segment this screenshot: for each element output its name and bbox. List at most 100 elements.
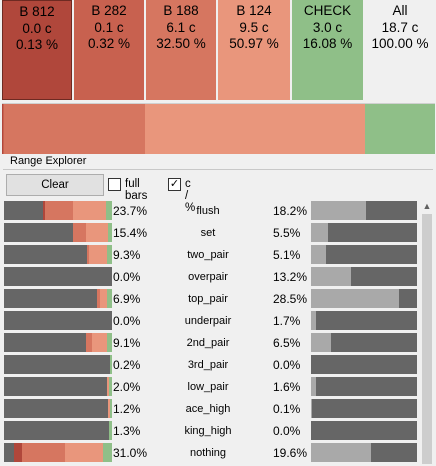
opponent-share-fill xyxy=(311,201,367,220)
opponent-share-fill xyxy=(311,377,317,396)
opponent-share-bar xyxy=(311,267,417,286)
action-mix-bar xyxy=(4,311,112,330)
range-share-pct: 9.3% xyxy=(113,248,141,262)
action-name: CHECK xyxy=(303,3,352,18)
opponent-share-fill xyxy=(311,267,352,286)
hand-row[interactable]: 1.2% ace_high 0.1% xyxy=(3,397,417,419)
range-share-pct: 2.0% xyxy=(113,380,141,394)
hand-row[interactable]: 6.9% top_pair 28.5% xyxy=(3,287,417,309)
hand-category-name: low_pair xyxy=(187,381,229,393)
action-tile-b812[interactable]: B 812 0.0 c 0.13 % xyxy=(2,0,72,100)
opponent-share-bar xyxy=(311,201,417,220)
opponent-share-pct: 1.6% xyxy=(273,380,301,394)
action-mix-segment xyxy=(107,399,110,418)
action-mix-segment xyxy=(45,201,74,220)
action-mix-segment xyxy=(106,289,112,308)
opponent-share-fill xyxy=(311,333,332,352)
hand-category-name: top_pair xyxy=(188,293,228,305)
action-mix-segment xyxy=(22,443,65,462)
hand-row[interactable]: 23.7% flush 18.2% xyxy=(3,199,417,221)
hand-row[interactable]: 1.3% king_high 0.0% xyxy=(3,419,417,441)
opponent-share-pct: 0.0% xyxy=(273,424,301,438)
action-tile-all[interactable]: All 18.7 c 100.00 % xyxy=(365,0,435,100)
action-mix-bar xyxy=(4,223,112,242)
hand-row[interactable]: 15.4% set 5.5% xyxy=(3,221,417,243)
action-tile-b188[interactable]: B 188 6.1 c 32.50 % xyxy=(146,0,216,100)
hand-category-name: underpair xyxy=(184,315,232,327)
action-mix-bar xyxy=(4,289,112,308)
action-mix-bar xyxy=(4,245,112,264)
composite-segment xyxy=(144,104,366,154)
action-value: 0.0 c xyxy=(22,20,52,36)
action-tile-b124[interactable]: B 124 9.5 c 50.97 % xyxy=(218,0,290,100)
opponent-share-bar xyxy=(311,289,417,308)
opponent-share-bar xyxy=(311,443,417,462)
composite-segment xyxy=(2,104,3,154)
opponent-share-pct: 19.6% xyxy=(273,446,308,460)
action-name: All xyxy=(392,3,408,18)
action-mix-segment xyxy=(108,377,112,396)
action-mix-segment xyxy=(42,201,46,220)
action-pct: 16.08 % xyxy=(302,36,353,51)
clear-button[interactable]: Clear xyxy=(6,174,104,196)
action-tiles: B 812 0.0 c 0.13 % B 282 0.1 c 0.32 % B … xyxy=(0,0,436,100)
opponent-share-fill xyxy=(311,399,313,418)
vertical-scrollbar[interactable]: ▲ xyxy=(420,199,434,465)
action-mix-segment xyxy=(96,289,101,308)
action-mix-segment xyxy=(91,333,107,352)
opponent-share-bar xyxy=(311,245,417,264)
scroll-thumb[interactable] xyxy=(422,214,432,464)
action-value: 9.5 c xyxy=(239,19,269,35)
action-mix-segment xyxy=(86,223,108,242)
hand-category-list: 23.7% flush 18.2% 15.4% set 5.5% 9.3% two_pair 5… xyxy=(3,199,434,465)
action-mix-bar xyxy=(4,267,112,286)
action-mix-segment xyxy=(103,443,112,462)
action-name: B 812 xyxy=(19,4,55,19)
action-tile-check[interactable]: CHECK 3.0 c 16.08 % xyxy=(292,0,363,100)
action-tile-b282[interactable]: B 282 0.1 c 0.32 % xyxy=(74,0,144,100)
c-pct-checkbox[interactable]: ✓ xyxy=(168,178,181,191)
scroll-up-icon[interactable]: ▲ xyxy=(422,201,432,211)
hand-category-name: overpair xyxy=(188,271,228,283)
range-share-pct: 6.9% xyxy=(113,292,141,306)
hand-category-name: flush xyxy=(196,205,220,217)
hand-row[interactable]: 0.0% underpair 1.7% xyxy=(3,309,417,331)
action-mix-segment xyxy=(73,201,106,220)
opponent-share-fill xyxy=(311,443,372,462)
hand-category-name: two_pair xyxy=(187,249,229,261)
hand-category-name: set xyxy=(200,227,216,239)
hand-row[interactable]: 9.1% 2nd_pair 6.5% xyxy=(3,331,417,353)
full-bars-checkbox[interactable] xyxy=(108,178,121,191)
action-mix-segment xyxy=(64,443,104,462)
hand-row[interactable]: 2.0% low_pair 1.6% xyxy=(3,375,417,397)
action-name: B 124 xyxy=(236,3,272,18)
hand-row[interactable]: 31.0% nothing 19.6% xyxy=(3,441,417,463)
action-pct: 0.32 % xyxy=(87,36,131,51)
action-mix-segment xyxy=(86,333,92,352)
opponent-share-fill xyxy=(311,245,326,264)
range-share-pct: 15.4% xyxy=(113,226,148,240)
action-mix-bar xyxy=(4,443,112,462)
range-share-pct: 0.2% xyxy=(113,358,141,372)
opponent-share-fill xyxy=(311,311,317,330)
opponent-share-bar xyxy=(311,399,417,418)
c-pct-label: c / % xyxy=(185,178,196,214)
range-explorer-title: Range Explorer xyxy=(10,155,87,167)
action-value: 0.1 c xyxy=(94,19,124,35)
hand-row[interactable]: 0.2% 3rd_pair 0.0% xyxy=(3,353,417,375)
action-mix-segment xyxy=(73,223,87,242)
range-share-pct: 9.1% xyxy=(113,336,141,350)
hand-row[interactable]: 9.3% two_pair 5.1% xyxy=(3,243,417,265)
strategy-frequency-bar xyxy=(2,103,435,154)
opponent-share-pct: 13.2% xyxy=(273,270,308,284)
action-mix-segment xyxy=(89,245,107,264)
action-mix-bar xyxy=(4,355,112,374)
hand-row[interactable]: 0.0% overpair 13.2% xyxy=(3,265,417,287)
opponent-share-pct: 6.5% xyxy=(273,336,301,350)
action-value: 3.0 c xyxy=(312,19,343,35)
action-mix-bar xyxy=(4,421,112,440)
action-mix-segment xyxy=(109,399,112,418)
range-share-pct: 1.2% xyxy=(113,402,141,416)
opponent-share-bar xyxy=(311,333,417,352)
opponent-share-fill xyxy=(311,223,328,242)
